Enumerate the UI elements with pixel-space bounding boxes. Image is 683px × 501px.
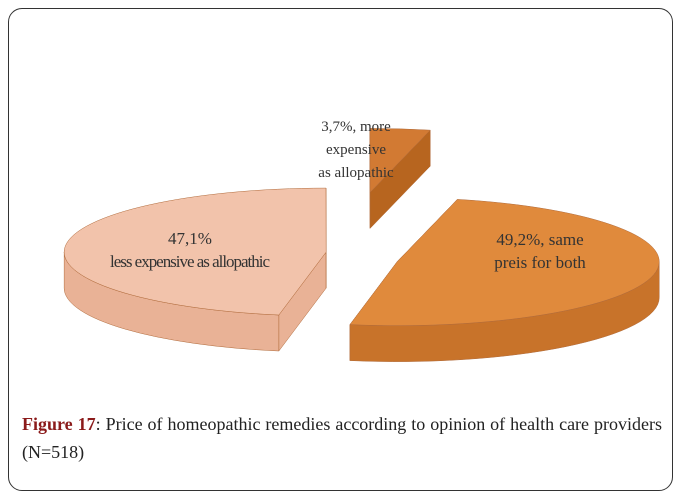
label-line: 3,7%, more — [321, 119, 391, 135]
slice — [63, 187, 327, 316]
slice-label: 49,2%, same preis for both — [494, 230, 586, 272]
caption-label: Figure 17 — [22, 414, 96, 434]
slice — [349, 199, 660, 326]
slice — [369, 128, 431, 194]
slice-label: 3,7%, more expensive as allopathic — [318, 119, 394, 181]
caption-text: : Price of homeopathic remedies accordin… — [22, 414, 662, 462]
label-line: expensive — [326, 142, 386, 158]
frame — [8, 8, 673, 491]
caption: Figure 17: Price of homeopathic remedies… — [22, 410, 662, 466]
slice-label: less expensive as allopathic — [110, 252, 270, 271]
label-line: preis for both — [494, 253, 586, 272]
label-line: 49,2%, same — [496, 230, 583, 249]
label-line: as allopathic — [318, 165, 394, 181]
value-label: 47,1% — [168, 229, 212, 248]
